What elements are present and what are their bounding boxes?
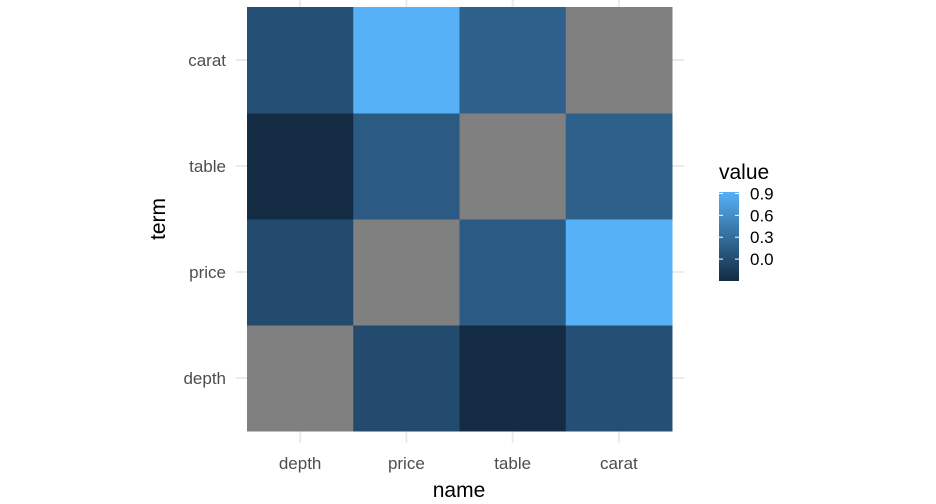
y-axis-title: term: [147, 198, 170, 240]
x-tick-label: price: [388, 454, 425, 473]
heatmap-cell-table-price: [353, 113, 460, 220]
y-tick-label: carat: [188, 51, 226, 70]
heatmap-cell-depth-depth: [247, 325, 354, 432]
legend-tick-label: 0.0: [750, 250, 774, 269]
heatmap-cell-carat-depth: [247, 7, 354, 114]
heatmap-tiles: [247, 7, 673, 432]
legend-title: value: [719, 161, 769, 184]
heatmap-cell-price-table: [459, 219, 567, 326]
heatmap-cell-carat-price: [353, 7, 460, 114]
heatmap-cell-depth-price: [353, 325, 460, 432]
x-axis-ticks: depth price table carat: [279, 454, 638, 473]
y-tick-label: table: [189, 157, 226, 176]
heatmap-cell-table-depth: [247, 113, 354, 220]
heatmap-cell-carat-carat: [565, 7, 673, 114]
x-tick-label: table: [494, 454, 531, 473]
legend-tick-label: 0.3: [750, 228, 774, 247]
legend: value 0.9 0.6 0.3 0.0: [719, 161, 774, 281]
heatmap-cell-carat-table: [459, 7, 567, 114]
legend-tick-label: 0.9: [750, 184, 774, 203]
heatmap-cell-depth-table: [459, 325, 567, 432]
legend-colorbar: [719, 192, 739, 281]
heatmap-cell-table-carat: [565, 113, 673, 220]
heatmap-cell-price-price: [353, 219, 460, 326]
y-axis-ticks: depth price table carat: [183, 51, 226, 388]
legend-tick-label: 0.6: [750, 206, 774, 225]
x-tick-label: carat: [600, 454, 638, 473]
y-tick-label: price: [189, 263, 226, 282]
heatmap-cell-table-table: [459, 113, 567, 220]
x-axis-title: name: [433, 479, 486, 502]
y-tick-label: depth: [183, 369, 226, 388]
heatmap-cell-depth-carat: [565, 325, 673, 432]
heatmap-cell-price-carat: [565, 219, 673, 326]
x-tick-label: depth: [279, 454, 322, 473]
legend-ticks: 0.9 0.6 0.3 0.0: [719, 184, 774, 269]
heatmap-cell-price-depth: [247, 219, 354, 326]
